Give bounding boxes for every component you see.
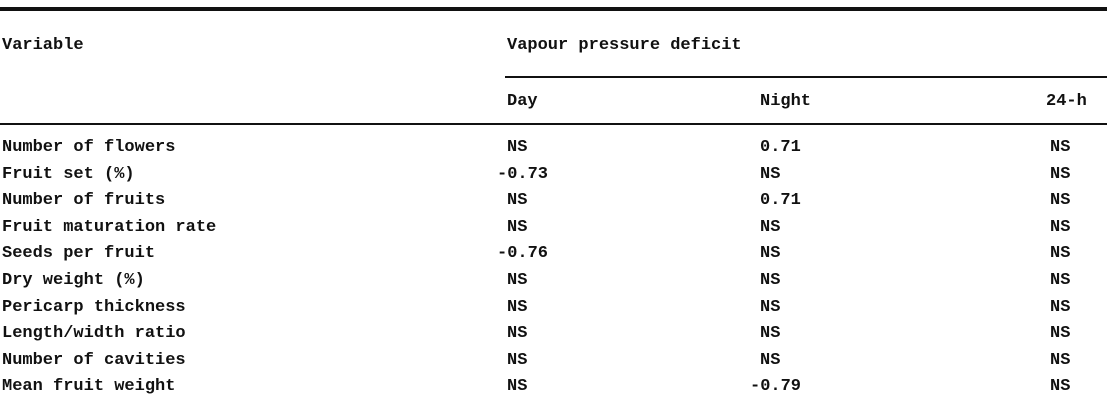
row-24h-value: NS [1050, 377, 1071, 397]
table-row: Number of flowers NS 0.71 NS [0, 138, 1107, 165]
row-night-value: NS [760, 244, 781, 264]
row-night-value: NS [760, 324, 781, 344]
table-row: Number of cavities NS NS NS [0, 351, 1107, 378]
row-night-value: 0.71 [760, 138, 801, 157]
row-24h-value: NS [1050, 217, 1071, 237]
table-row: Seeds per fruit -0.76 NS NS [0, 244, 1107, 271]
table-row: Dry weight (%) NS NS NS [0, 271, 1107, 298]
row-day-value: NS [507, 324, 528, 344]
header-24h: 24-h [1046, 92, 1087, 111]
row-variable: Dry weight (%) [2, 270, 145, 290]
row-24h-value: NS [1050, 350, 1071, 370]
row-24h-value: NS [1050, 138, 1071, 157]
row-variable: Pericarp thickness [2, 297, 186, 317]
row-variable: Fruit maturation rate [2, 217, 217, 237]
row-day-value: -0.76 [497, 244, 549, 264]
row-variable: Mean fruit weight [2, 377, 176, 397]
table-body: Number of flowers NS 0.71 NS Fruit set (… [0, 138, 1107, 404]
header-bottom-rule [0, 123, 1107, 125]
row-day-value: NS [507, 350, 528, 370]
row-day-value: NS [507, 270, 528, 290]
row-variable: Number of flowers [2, 138, 176, 157]
row-variable: Fruit set (%) [2, 164, 135, 184]
row-day-value: NS [507, 138, 528, 157]
row-day-value: NS [507, 217, 528, 237]
row-night-value: 0.71 [760, 191, 801, 211]
table-row: Length/width ratio NS NS NS [0, 324, 1107, 351]
row-night-value: NS [760, 164, 781, 184]
table-top-rule [0, 7, 1107, 11]
row-night-value: -0.79 [750, 377, 802, 397]
table-row: Fruit set (%) -0.73 NS NS [0, 165, 1107, 192]
header-day: Day [507, 92, 538, 111]
header-night: Night [760, 92, 812, 111]
row-variable: Number of fruits [2, 191, 166, 211]
row-24h-value: NS [1050, 297, 1071, 317]
row-day-value: NS [507, 377, 528, 397]
row-variable: Length/width ratio [2, 324, 186, 344]
row-variable: Seeds per fruit [2, 244, 156, 264]
row-day-value: NS [507, 191, 528, 211]
row-24h-value: NS [1050, 324, 1071, 344]
header-variable: Variable [2, 36, 84, 55]
row-day-value: NS [507, 297, 528, 317]
row-night-value: NS [760, 217, 781, 237]
row-24h-value: NS [1050, 191, 1071, 211]
row-24h-value: NS [1050, 164, 1071, 184]
row-day-value: -0.73 [497, 164, 549, 184]
row-24h-value: NS [1050, 244, 1071, 264]
header-vapour-pressure-deficit: Vapour pressure deficit [507, 36, 742, 55]
table-row: Fruit maturation rate NS NS NS [0, 218, 1107, 245]
table-row: Pericarp thickness NS NS NS [0, 298, 1107, 325]
row-night-value: NS [760, 270, 781, 290]
table-row: Number of fruits NS 0.71 NS [0, 191, 1107, 218]
row-variable: Number of cavities [2, 350, 186, 370]
table-row: Mean fruit weight NS -0.79 NS [0, 377, 1107, 404]
row-24h-value: NS [1050, 270, 1071, 290]
row-night-value: NS [760, 350, 781, 370]
header-spanner-rule [505, 76, 1107, 78]
row-night-value: NS [760, 297, 781, 317]
